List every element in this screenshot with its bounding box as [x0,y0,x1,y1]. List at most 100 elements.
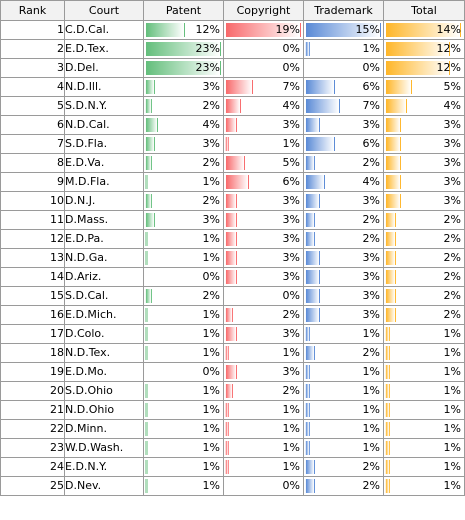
copyright-data-bar [225,384,233,398]
total-cell: 1% [383,324,465,344]
patent-value: 0% [202,270,220,283]
copyright-value: 3% [282,251,300,264]
table-row: 5 S.D.N.Y. 2% 4% 7% 4% [0,96,465,116]
header-rank: Rank [0,0,65,21]
table-row: 14 D.Ariz. 0% 3% 3% 2% [0,267,465,287]
trademark-data-bar [305,80,335,94]
copyright-data-bar [225,251,237,265]
trademark-value: 2% [362,213,380,226]
court-cell: N.D.Cal. [64,115,144,135]
total-data-bar [385,365,390,379]
copyright-data-bar [225,118,237,132]
copyright-cell: 2% [223,381,304,401]
table-header: Rank Court Patent Copyright Trademark To… [0,0,465,21]
total-cell: 2% [383,229,465,249]
trademark-value: 1% [362,42,380,55]
patent-cell: 2% [143,286,224,306]
patent-data-bar [145,460,148,474]
patent-cell: 1% [143,457,224,477]
copyright-cell: 1% [223,419,304,439]
trademark-data-bar [305,289,320,303]
total-value: 3% [443,194,461,207]
patent-data-bar [145,289,152,303]
total-cell: 3% [383,153,465,173]
copyright-data-bar [225,327,237,341]
trademark-data-bar [305,137,335,151]
patent-value: 1% [202,441,220,454]
patent-value: 3% [202,137,220,150]
court-cell: D.Mass. [64,210,144,230]
court-cell: S.D.Ohio [64,381,144,401]
court-cell: E.D.N.Y. [64,457,144,477]
rank-cell: 5 [0,96,65,116]
table-row: 20 S.D.Ohio 1% 2% 1% 1% [0,381,465,401]
total-value: 1% [443,365,461,378]
header-row: Rank Court Patent Copyright Trademark To… [0,0,465,21]
table-row: 7 S.D.Fla. 3% 1% 6% 3% [0,134,465,154]
copyright-value: 1% [282,441,300,454]
copyright-cell: 1% [223,438,304,458]
trademark-value: 3% [362,118,380,131]
copyright-value: 4% [282,99,300,112]
trademark-data-bar [305,422,310,436]
trademark-cell: 3% [303,248,384,268]
copyright-value: 6% [282,175,300,188]
trademark-data-bar [305,460,315,474]
total-value: 3% [443,156,461,169]
total-cell: 1% [383,362,465,382]
patent-cell: 3% [143,77,224,97]
trademark-data-bar [305,270,320,284]
patent-data-bar [145,156,152,170]
patent-data-bar [145,422,148,436]
rank-cell: 20 [0,381,65,401]
total-value: 2% [443,232,461,245]
table-row: 22 D.Minn. 1% 1% 1% 1% [0,419,465,439]
copyright-value: 3% [282,213,300,226]
copyright-cell: 1% [223,134,304,154]
copyright-data-bar [225,99,241,113]
court-cell: D.Colo. [64,324,144,344]
total-value: 5% [443,80,461,93]
copyright-data-bar [225,270,237,284]
copyright-data-bar [225,422,229,436]
patent-data-bar [145,61,221,75]
patent-cell: 1% [143,305,224,325]
total-data-bar [385,42,450,56]
trademark-cell: 2% [303,343,384,363]
trademark-value: 0% [362,61,380,74]
rank-cell: 16 [0,305,65,325]
trademark-data-bar [305,308,320,322]
trademark-cell: 2% [303,210,384,230]
court-cell: E.D.Pa. [64,229,144,249]
trademark-value: 1% [362,365,380,378]
rank-cell: 12 [0,229,65,249]
patent-value: 1% [202,232,220,245]
copyright-value: 0% [282,61,300,74]
patent-data-bar [145,213,155,227]
patent-cell: 3% [143,134,224,154]
table-row: 23 W.D.Wash. 1% 1% 1% 1% [0,438,465,458]
court-cell: E.D.Va. [64,153,144,173]
total-data-bar [385,251,396,265]
copyright-value: 5% [282,156,300,169]
patent-data-bar [145,175,148,189]
rank-cell: 10 [0,191,65,211]
total-data-bar [385,156,401,170]
copyright-value: 0% [282,42,300,55]
total-value: 1% [443,422,461,435]
patent-value: 1% [202,327,220,340]
trademark-cell: 0% [303,58,384,78]
header-patent: Patent [143,0,224,21]
copyright-cell: 6% [223,172,304,192]
patent-value: 3% [202,213,220,226]
copyright-data-bar [225,213,237,227]
trademark-cell: 2% [303,153,384,173]
trademark-data-bar [305,441,310,455]
patent-value: 12% [195,23,220,36]
trademark-cell: 15% [303,20,384,40]
total-cell: 12% [383,39,465,59]
total-value: 2% [443,289,461,302]
trademark-cell: 1% [303,438,384,458]
trademark-cell: 3% [303,191,384,211]
patent-data-bar [145,346,148,360]
